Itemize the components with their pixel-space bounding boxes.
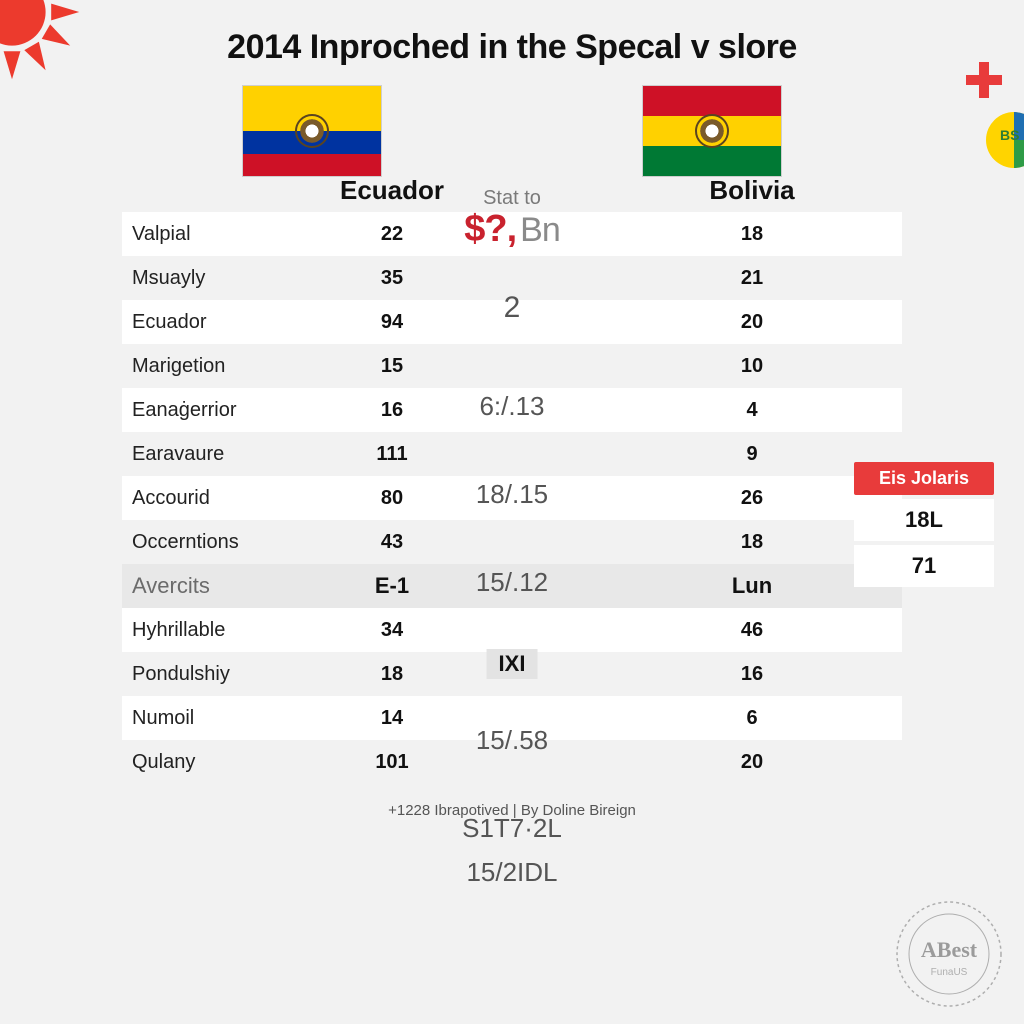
side-box: Eis Jolaris 18L71 bbox=[854, 462, 994, 587]
row-value-left: 94 bbox=[302, 311, 482, 334]
side-value: 71 bbox=[854, 545, 994, 587]
header-right: Bolivia bbox=[662, 175, 842, 206]
row-value-right: 20 bbox=[662, 751, 842, 774]
flag-emblem-icon bbox=[295, 114, 329, 148]
row-value-right: 21 bbox=[662, 267, 842, 290]
row-value-right: 16 bbox=[662, 663, 842, 686]
row-value-left: 101 bbox=[302, 751, 482, 774]
table-row: Accourid80 26 bbox=[122, 476, 902, 520]
table-row: Occerntions43 18 bbox=[122, 520, 902, 564]
color-badge-icon: BS bbox=[964, 110, 1024, 170]
row-value-left: E-1 bbox=[302, 573, 482, 599]
middle-value: 15/2IDL bbox=[422, 857, 602, 888]
row-label: Ecuador bbox=[122, 311, 302, 334]
footer-text: +1228 ‎Ibrapotived | By Doline Bireign bbox=[0, 802, 1024, 819]
table-row: Hyhrillable34 46 bbox=[122, 608, 902, 652]
table-row: AvercitsE-1 Lun bbox=[122, 564, 902, 608]
row-value-left: 43 bbox=[302, 531, 482, 554]
flag-left bbox=[242, 85, 382, 177]
flag-right bbox=[642, 85, 782, 177]
row-label: Qulany bbox=[122, 751, 302, 774]
row-label: Earavaure bbox=[122, 443, 302, 466]
row-value-left: 14 bbox=[302, 707, 482, 730]
table-row: Eanaġerrior16 4 bbox=[122, 388, 902, 432]
row-value-left: 111 bbox=[302, 443, 482, 466]
table-row: Numoil14 6 bbox=[122, 696, 902, 740]
row-value-right: 18 bbox=[662, 223, 842, 246]
header-left: Ecuador bbox=[302, 175, 482, 206]
row-label: Marigetion bbox=[122, 355, 302, 378]
row-value-right: 46 bbox=[662, 619, 842, 642]
stamp-logo: ABest FunaUS bbox=[894, 899, 1004, 1009]
row-label: Pondulshiy bbox=[122, 663, 302, 686]
row-label: Avercits bbox=[122, 573, 302, 599]
row-value-right: 10 bbox=[662, 355, 842, 378]
row-label: Valpial bbox=[122, 223, 302, 246]
table-body: Valpial2218Msuayly3521Ecuador9420Mariget… bbox=[122, 212, 902, 784]
row-label: Hyhrillable bbox=[122, 619, 302, 642]
table-row: Marigetion15 10 bbox=[122, 344, 902, 388]
plus-icon bbox=[964, 60, 1004, 100]
table-row: Qulany101 20 bbox=[122, 740, 902, 784]
row-value-left: 22 bbox=[302, 223, 482, 246]
comparison-table: Stat to $?,Bn Ecuador Bolivia Valpial221… bbox=[122, 187, 902, 784]
flags-row bbox=[0, 85, 1024, 177]
row-label: Occerntions bbox=[122, 531, 302, 554]
table-row: Ecuador94 20 bbox=[122, 300, 902, 344]
table-row: Earavaure111 9 bbox=[122, 432, 902, 476]
row-value-right: 4 bbox=[662, 399, 842, 422]
side-value: 18L bbox=[854, 499, 994, 541]
table-row: Msuayly35 21 bbox=[122, 256, 902, 300]
row-value-right: 20 bbox=[662, 311, 842, 334]
page-title: 2014 Inproched in the Specal v slore bbox=[0, 0, 1024, 67]
table-row: Pondulshiy18 16 bbox=[122, 652, 902, 696]
flag-emblem-icon bbox=[695, 114, 729, 148]
row-value-left: 80 bbox=[302, 487, 482, 510]
middle-big-suffix: Bn bbox=[520, 211, 560, 249]
row-label: Eanaġerrior bbox=[122, 399, 302, 422]
row-value-right: 6 bbox=[662, 707, 842, 730]
sun-icon bbox=[0, 0, 110, 110]
side-button[interactable]: Eis Jolaris bbox=[854, 462, 994, 495]
row-value-left: 15 bbox=[302, 355, 482, 378]
row-label: Numoil bbox=[122, 707, 302, 730]
row-value-left: 18 bbox=[302, 663, 482, 686]
row-value-right: 18 bbox=[662, 531, 842, 554]
row-label: Accourid bbox=[122, 487, 302, 510]
row-value-right: 9 bbox=[662, 443, 842, 466]
row-value-left: 34 bbox=[302, 619, 482, 642]
stamp-main: ABest bbox=[921, 937, 978, 962]
row-value-left: 16 bbox=[302, 399, 482, 422]
row-value-right: Lun bbox=[662, 573, 842, 599]
row-value-right: 26 bbox=[662, 487, 842, 510]
row-value-left: 35 bbox=[302, 267, 482, 290]
stamp-sub: FunaUS bbox=[931, 967, 968, 978]
row-label: Msuayly bbox=[122, 267, 302, 290]
badge-text: BS bbox=[1000, 127, 1019, 143]
